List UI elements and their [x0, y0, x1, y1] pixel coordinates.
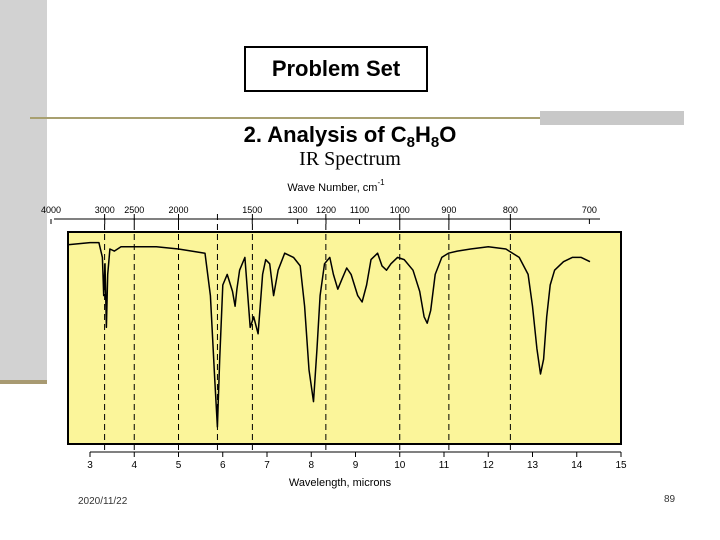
- subtitle-subscript-carbon: 8: [406, 134, 415, 151]
- bottom-tick-label: 13: [527, 460, 539, 471]
- top-tick-label: 1300: [288, 205, 308, 215]
- spectrum-trace: [67, 241, 591, 428]
- top-tick-label: 700: [582, 205, 597, 215]
- bottom-tick-label: 15: [615, 460, 627, 471]
- title-rule: [30, 117, 540, 119]
- subtitle-hydrogen: H: [415, 122, 431, 147]
- subtitle-prefix: 2. Analysis of C: [243, 122, 407, 147]
- bottom-tick-label: 4: [131, 460, 137, 471]
- top-tick-label: 1500: [242, 205, 262, 215]
- top-tick-label: 2500: [124, 205, 144, 215]
- page-number: 89: [664, 494, 676, 505]
- top-tick-label: 1200: [316, 205, 336, 215]
- top-tick-label: 1000: [390, 205, 410, 215]
- bottom-tick-label: 14: [571, 460, 583, 471]
- bottom-tick-label: 8: [308, 460, 314, 471]
- top-tick-label: 4000: [41, 205, 61, 215]
- top-axis-title-superscript: -1: [377, 178, 385, 187]
- title-box: Problem Set: [244, 46, 428, 92]
- top-axis-title-text: Wave Number, cm: [287, 182, 377, 194]
- bottom-tick-label: 6: [220, 460, 226, 471]
- bottom-tick-label: 10: [394, 460, 406, 471]
- spectrum-label: IR Spectrum: [299, 148, 401, 170]
- bottom-tick-label: 7: [264, 460, 270, 471]
- slide-title: Problem Set: [271, 56, 401, 81]
- bottom-tick-label: 3: [87, 460, 93, 471]
- plot-area: [67, 231, 622, 445]
- top-tick-label: 800: [503, 205, 518, 215]
- top-tick-label: 900: [441, 205, 456, 215]
- top-axis-title: Wave Number, cm-1: [287, 178, 385, 194]
- top-tick-label: 1100: [350, 205, 369, 215]
- top-tick-label: 3000: [95, 205, 115, 215]
- bottom-tick-label: 12: [483, 460, 495, 471]
- top-tick-label: 2000: [168, 205, 188, 215]
- subtitle-subscript-hydrogen: 8: [430, 134, 440, 151]
- footer-date: 2020/11/22: [78, 496, 128, 507]
- rule-accent-block: [540, 111, 684, 125]
- subtitle-oxygen: O: [439, 122, 457, 147]
- slide-subtitle: 2. Analysis of C8H8O: [200, 122, 500, 151]
- decorative-side-line: [0, 380, 47, 384]
- decorative-side-bar: [0, 0, 47, 383]
- bottom-axis-title: Wavelength, microns: [289, 477, 392, 489]
- bottom-tick-label: 11: [439, 460, 450, 471]
- bottom-tick-label: 9: [353, 460, 359, 471]
- bottom-tick-label: 5: [176, 460, 182, 471]
